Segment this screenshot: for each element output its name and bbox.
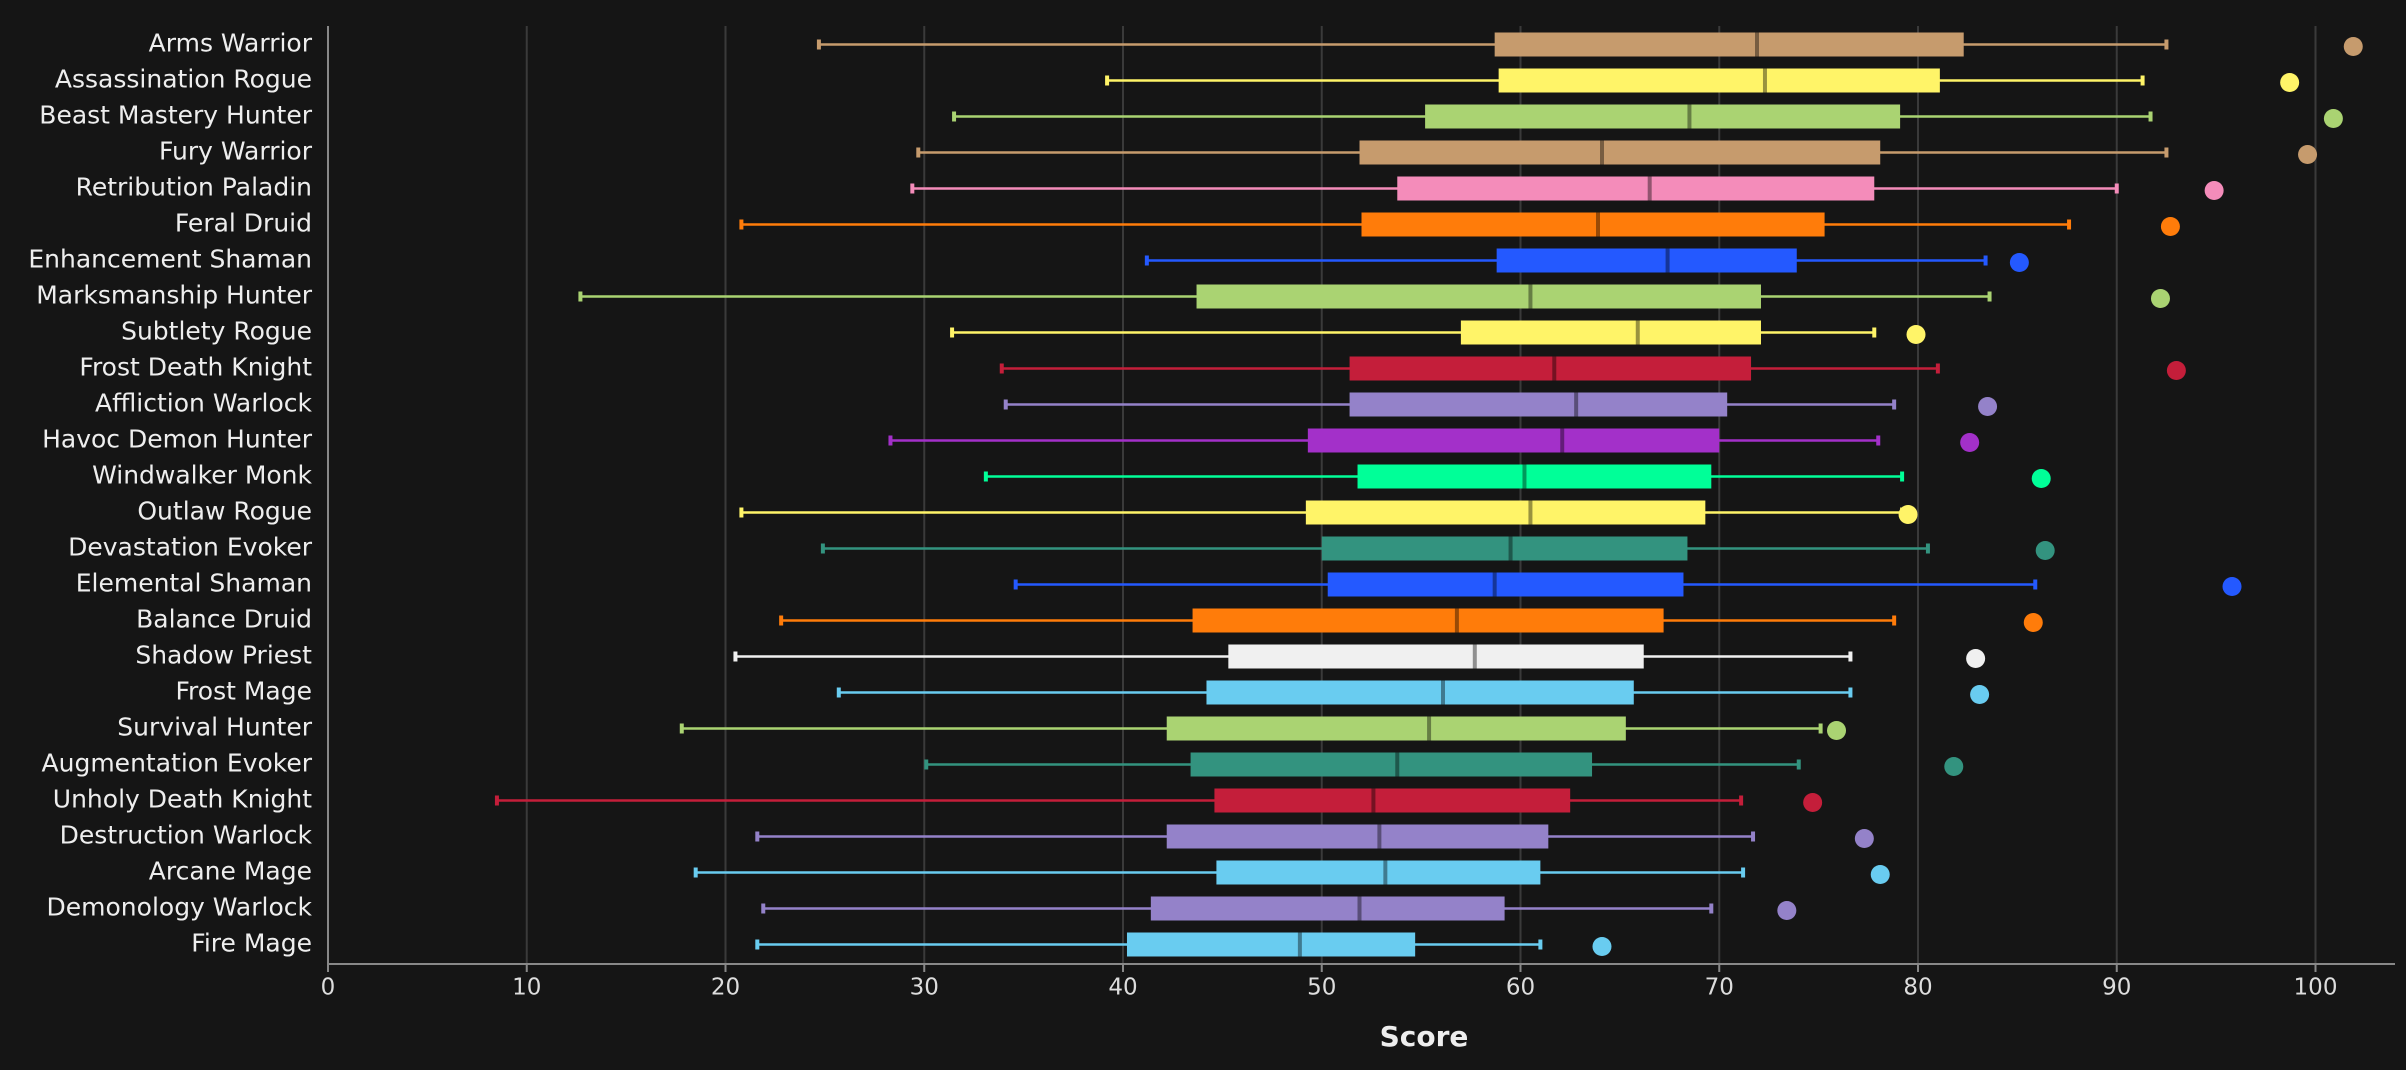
category-label: Frost Death Knight xyxy=(79,353,312,382)
max-point xyxy=(2222,577,2242,596)
category-label: Fury Warrior xyxy=(159,137,313,166)
x-tick-label: 0 xyxy=(321,975,336,1001)
x-tick-label: 60 xyxy=(1506,975,1535,1001)
box xyxy=(1361,212,1825,237)
x-tick-label: 10 xyxy=(512,975,541,1001)
box xyxy=(1496,248,1797,273)
max-point xyxy=(1906,325,1926,344)
max-point xyxy=(2280,73,2300,92)
category-label: Balance Druid xyxy=(136,605,312,634)
box xyxy=(1327,572,1684,597)
max-point xyxy=(1854,829,1874,848)
category-label: Subtlety Rogue xyxy=(121,317,312,346)
box xyxy=(1321,536,1688,561)
category-label: Devastation Evoker xyxy=(68,533,313,562)
box xyxy=(1228,644,1644,669)
category-label: Enhancement Shaman xyxy=(28,245,312,274)
category-label: Arms Warrior xyxy=(149,29,313,58)
max-point xyxy=(1970,685,1990,704)
box xyxy=(1150,896,1505,921)
max-point xyxy=(1966,649,1986,668)
max-point xyxy=(2298,145,2318,164)
x-tick-label: 40 xyxy=(1108,975,1137,1001)
box xyxy=(1196,284,1761,309)
x-tick-label: 20 xyxy=(711,975,740,1001)
box xyxy=(1425,104,1901,129)
category-label: Windwalker Monk xyxy=(92,461,312,490)
max-point xyxy=(1944,757,1964,776)
box xyxy=(1349,392,1728,417)
category-label: Elemental Shaman xyxy=(76,569,312,598)
category-label: Arcane Mage xyxy=(149,857,312,886)
box xyxy=(1359,140,1881,165)
box xyxy=(1357,464,1712,489)
category-label: Destruction Warlock xyxy=(60,821,313,850)
max-point xyxy=(2323,109,2343,128)
category-label: Frost Mage xyxy=(176,677,313,706)
x-tick-label: 100 xyxy=(2294,975,2338,1001)
category-label: Retribution Paladin xyxy=(76,173,312,202)
box xyxy=(1305,500,1706,525)
box xyxy=(1216,860,1541,885)
box xyxy=(1126,932,1416,957)
box xyxy=(1460,320,1761,345)
box xyxy=(1214,788,1571,813)
max-point xyxy=(1978,397,1998,416)
x-axis-title: Score xyxy=(1380,1020,1469,1053)
category-label: Marksmanship Hunter xyxy=(36,281,312,310)
category-label: Assassination Rogue xyxy=(55,65,312,94)
x-tick-label: 30 xyxy=(910,975,939,1001)
x-tick-label: 50 xyxy=(1307,975,1336,1001)
max-point xyxy=(1777,901,1797,920)
category-label: Feral Druid xyxy=(175,209,312,238)
max-point xyxy=(2023,613,2043,632)
max-point xyxy=(1827,721,1847,740)
max-point xyxy=(1960,433,1980,452)
category-label: Havoc Demon Hunter xyxy=(42,425,313,454)
max-point xyxy=(1803,793,1823,812)
box xyxy=(1206,680,1634,705)
max-point xyxy=(2031,469,2051,488)
box xyxy=(1397,176,1875,201)
max-point xyxy=(2160,217,2180,236)
max-point xyxy=(2166,361,2186,380)
category-label: Beast Mastery Hunter xyxy=(39,101,312,130)
max-point xyxy=(2204,181,2224,200)
category-label: Augmentation Evoker xyxy=(42,749,313,778)
category-label: Survival Hunter xyxy=(117,713,312,742)
x-tick-label: 80 xyxy=(1903,975,1932,1001)
max-point xyxy=(2343,37,2363,56)
box xyxy=(1349,356,1752,381)
category-label: Outlaw Rogue xyxy=(137,497,312,526)
box xyxy=(1166,824,1549,849)
box xyxy=(1307,428,1720,453)
max-point xyxy=(2009,253,2029,272)
box xyxy=(1494,32,1964,57)
category-label: Affliction Warlock xyxy=(95,389,313,418)
box xyxy=(1190,752,1593,777)
max-point xyxy=(2150,289,2170,308)
max-point xyxy=(2035,541,2055,560)
category-label: Fire Mage xyxy=(191,929,312,958)
box xyxy=(1192,608,1664,633)
max-point xyxy=(1898,505,1918,524)
box xyxy=(1166,716,1626,741)
x-tick-label: 90 xyxy=(2102,975,2131,1001)
x-tick-label: 70 xyxy=(1705,975,1734,1001)
max-point xyxy=(1592,937,1612,956)
category-label: Demonology Warlock xyxy=(47,893,313,922)
box xyxy=(1498,68,1940,93)
category-label: Shadow Priest xyxy=(135,641,312,670)
category-label: Unholy Death Knight xyxy=(53,785,312,814)
max-point xyxy=(1870,865,1890,884)
